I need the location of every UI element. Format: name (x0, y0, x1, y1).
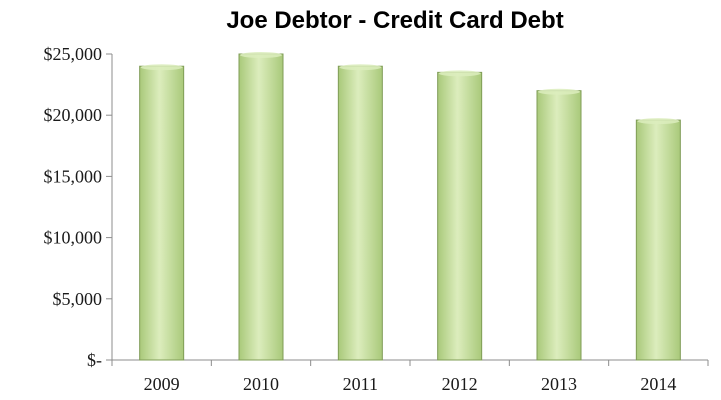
bar-2010 (238, 53, 284, 361)
y-tick-label: $10,000 (44, 228, 103, 248)
x-tick-label: 2009 (144, 374, 180, 394)
bar-2011 (337, 65, 383, 361)
x-tick-label: 2010 (243, 374, 279, 394)
y-tick-label: $25,000 (44, 44, 103, 64)
y-tick-label: $- (87, 350, 102, 370)
chart-title: Joe Debtor - Credit Card Debt (226, 7, 563, 34)
bar-2014 (635, 119, 681, 361)
bar-top-2014 (637, 118, 680, 125)
y-tick-label: $15,000 (44, 166, 103, 186)
x-tick-label: 2014 (640, 374, 676, 394)
y-tick-label: $5,000 (53, 289, 103, 309)
bar-top-2012 (438, 70, 481, 77)
bar-top-2013 (538, 88, 580, 95)
bar-top-2011 (339, 64, 382, 71)
bar-2013 (536, 90, 582, 361)
bar-2012 (437, 71, 483, 361)
x-tick-label: 2011 (343, 374, 378, 394)
plot-area: $- $5,000 $10,000 $15,000 $20,000 $25,000 2009… (44, 44, 709, 394)
bar-top-2010 (240, 52, 282, 58)
x-tick-label: 2012 (442, 374, 478, 394)
bar-top-2009 (140, 64, 183, 71)
bar-2009 (139, 65, 185, 361)
x-tick-label: 2013 (541, 374, 577, 394)
y-tick-label: $20,000 (44, 105, 103, 125)
